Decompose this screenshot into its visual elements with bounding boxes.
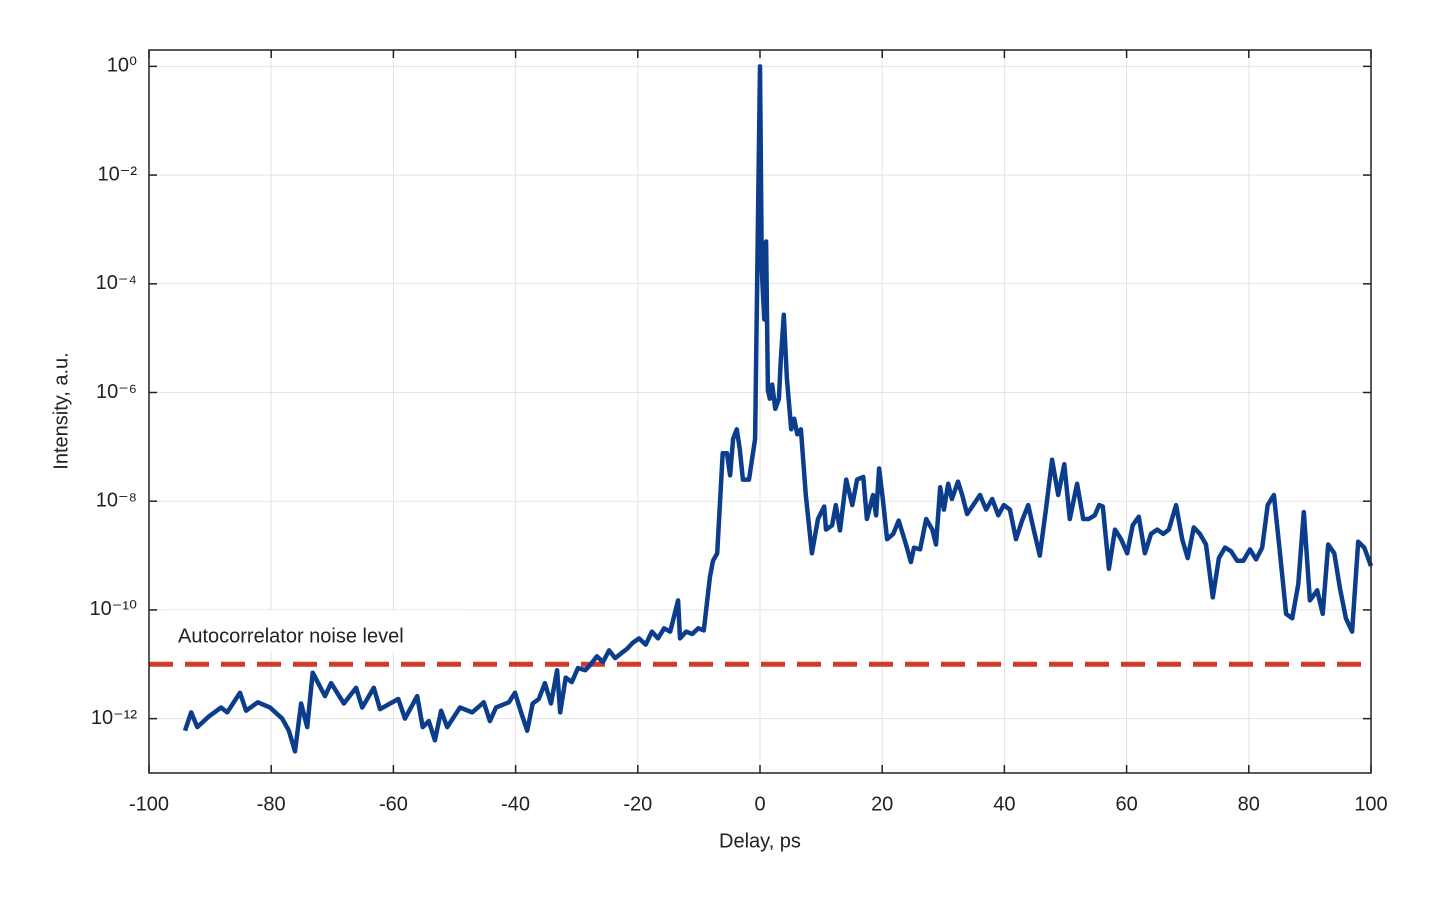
x-tick-label: -80 (257, 793, 286, 815)
x-tick-label: 100 (1354, 793, 1387, 815)
y-tick-label: 10⁰ (107, 55, 137, 77)
x-axis-label: Delay, ps (719, 830, 801, 852)
data-line (182, 64, 1374, 754)
x-tick-label: 60 (1115, 793, 1137, 815)
y-tick-label: 10⁻⁸ (96, 489, 137, 511)
y-tick-label: 10⁻¹² (91, 707, 137, 729)
x-tick-label: -20 (623, 793, 652, 815)
annotation-background (168, 610, 468, 652)
y-axis-label: Intensity, a.u. (50, 352, 72, 469)
annotation: Autocorrelator noise level (178, 625, 404, 647)
x-tick-label: -40 (501, 793, 530, 815)
ticks: -100 -80 -60 -40 -20 0 20 40 60 80 100 10⁰ 10⁻² 10⁻⁴ 1… (90, 50, 1388, 815)
x-tick-label: -100 (129, 793, 169, 815)
plot (149, 64, 1374, 754)
y-tick-label: 10⁻¹⁰ (90, 598, 137, 620)
x-tick-label: 40 (993, 793, 1015, 815)
x-tick-label: 80 (1238, 793, 1260, 815)
x-tick-label: 0 (754, 793, 765, 815)
y-tick-label: 10⁻² (98, 163, 138, 185)
y-tick-label: 10⁻⁶ (96, 381, 137, 403)
x-tick-label: -60 (379, 793, 408, 815)
x-tick-label: 20 (871, 793, 893, 815)
y-tick-label: 10⁻⁴ (96, 272, 137, 294)
